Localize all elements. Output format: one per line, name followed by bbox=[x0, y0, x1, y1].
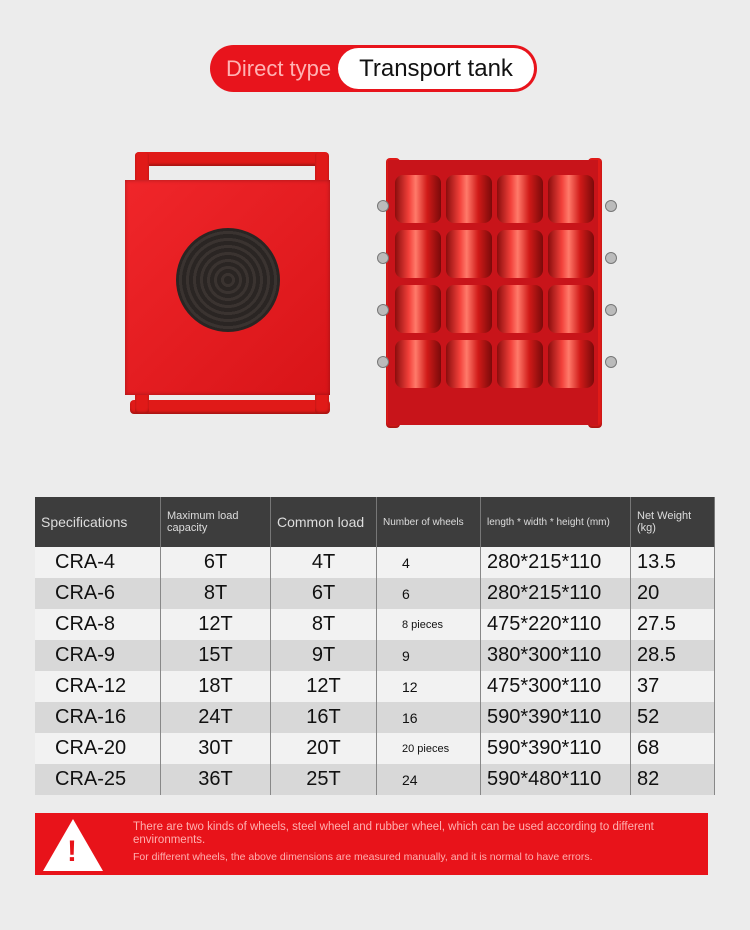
table-cell: 8 pieces bbox=[376, 609, 481, 640]
table-cell: 36T bbox=[160, 764, 271, 795]
table-cell: 590*480*110 bbox=[480, 764, 631, 795]
bolt bbox=[377, 200, 389, 212]
table-cell: 475*300*110 bbox=[480, 671, 631, 702]
roller bbox=[395, 230, 441, 278]
table-cell: 6T bbox=[160, 547, 271, 578]
col-common-load: Common load bbox=[270, 497, 377, 547]
table-cell: 590*390*110 bbox=[480, 733, 631, 764]
bolt bbox=[377, 304, 389, 316]
banner-right-label: Transport tank bbox=[338, 48, 534, 89]
table-cell: CRA-4 bbox=[35, 547, 161, 578]
table-cell: CRA-12 bbox=[35, 671, 161, 702]
table-row: CRA-8 12T 8T 8 pieces 475*220*110 27.5 bbox=[35, 609, 715, 640]
roller bbox=[395, 340, 441, 388]
roller bbox=[446, 230, 492, 278]
table-cell: CRA-20 bbox=[35, 733, 161, 764]
bolt bbox=[605, 200, 617, 212]
bolt bbox=[605, 252, 617, 264]
table-cell: CRA-6 bbox=[35, 578, 161, 609]
bolt bbox=[377, 252, 389, 264]
table-cell: 475*220*110 bbox=[480, 609, 631, 640]
table-cell: 6 bbox=[376, 578, 481, 609]
col-wheels: Number of wheels bbox=[376, 497, 481, 547]
table-cell: 12T bbox=[270, 671, 377, 702]
table-cell: 20T bbox=[270, 733, 377, 764]
table-header-row: Specifications Maximum load capacity Com… bbox=[35, 497, 715, 547]
col-weight: Net Weight (kg) bbox=[630, 497, 715, 547]
table-cell: 13.5 bbox=[630, 547, 715, 578]
roller bbox=[497, 340, 543, 388]
notice-banner: ! There are two kinds of wheels, steel w… bbox=[35, 813, 708, 875]
table-cell: 9T bbox=[270, 640, 377, 671]
table-cell: 20 bbox=[630, 578, 715, 609]
table-cell: 68 bbox=[630, 733, 715, 764]
table-cell: 16T bbox=[270, 702, 377, 733]
rubber-pad bbox=[176, 228, 280, 332]
table-row: CRA-20 30T 20T 20 pieces 590*390*110 68 bbox=[35, 733, 715, 764]
table-cell: 9 bbox=[376, 640, 481, 671]
warning-icon bbox=[43, 819, 103, 871]
table-cell: CRA-16 bbox=[35, 702, 161, 733]
table-cell: 25T bbox=[270, 764, 377, 795]
roller bbox=[497, 230, 543, 278]
table-cell: 27.5 bbox=[630, 609, 715, 640]
table-cell: 82 bbox=[630, 764, 715, 795]
roller bbox=[395, 285, 441, 333]
table-cell: 4T bbox=[270, 547, 377, 578]
bolt bbox=[605, 356, 617, 368]
table-cell: 6T bbox=[270, 578, 377, 609]
table-cell: 380*300*110 bbox=[480, 640, 631, 671]
roller bbox=[446, 175, 492, 223]
table-cell: CRA-8 bbox=[35, 609, 161, 640]
banner-left-label: Direct type bbox=[226, 56, 332, 81]
table-cell: 8T bbox=[160, 578, 271, 609]
table-row: CRA-16 24T 16T 16 590*390*110 52 bbox=[35, 702, 715, 733]
table-cell: CRA-25 bbox=[35, 764, 161, 795]
table-cell: 280*215*110 bbox=[480, 578, 631, 609]
roller bbox=[548, 340, 594, 388]
table-cell: 52 bbox=[630, 702, 715, 733]
table-cell: 15T bbox=[160, 640, 271, 671]
col-max-load: Maximum load capacity bbox=[160, 497, 271, 547]
table-row: CRA-6 8T 6T 6 280*215*110 20 bbox=[35, 578, 715, 609]
table-cell: 18T bbox=[160, 671, 271, 702]
table-cell: 12T bbox=[160, 609, 271, 640]
table-row: CRA-9 15T 9T 9 380*300*110 28.5 bbox=[35, 640, 715, 671]
table-cell: 20 pieces bbox=[376, 733, 481, 764]
table-cell: 37 bbox=[630, 671, 715, 702]
spec-table: Specifications Maximum load capacity Com… bbox=[35, 497, 715, 795]
table-cell: 24T bbox=[160, 702, 271, 733]
table-cell: 4 bbox=[376, 547, 481, 578]
table-row: CRA-4 6T 4T 4 280*215*110 13.5 bbox=[35, 547, 715, 578]
notice-line-1: There are two kinds of wheels, steel whe… bbox=[133, 821, 654, 846]
roller bbox=[548, 175, 594, 223]
bolt bbox=[605, 304, 617, 316]
col-spec: Specifications bbox=[35, 497, 161, 547]
roller bbox=[446, 285, 492, 333]
roller bbox=[446, 340, 492, 388]
table-cell: 8T bbox=[270, 609, 377, 640]
table-cell: 28.5 bbox=[630, 640, 715, 671]
col-dimensions: length * width * height (mm) bbox=[480, 497, 631, 547]
notice-line-2: For different wheels, the above dimensio… bbox=[133, 851, 593, 863]
roller bbox=[548, 285, 594, 333]
title-banner: Direct type Transport tank bbox=[210, 45, 537, 92]
table-cell: 12 bbox=[376, 671, 481, 702]
table-cell: 24 bbox=[376, 764, 481, 795]
table-cell: 30T bbox=[160, 733, 271, 764]
roller bbox=[497, 175, 543, 223]
table-cell: 16 bbox=[376, 702, 481, 733]
table-cell: 590*390*110 bbox=[480, 702, 631, 733]
table-cell: CRA-9 bbox=[35, 640, 161, 671]
roller bbox=[548, 230, 594, 278]
table-row: CRA-12 18T 12T 12 475*300*110 37 bbox=[35, 671, 715, 702]
bolt bbox=[377, 356, 389, 368]
table-row: CRA-25 36T 25T 24 590*480*110 82 bbox=[35, 764, 715, 795]
table-cell: 280*215*110 bbox=[480, 547, 631, 578]
roller bbox=[395, 175, 441, 223]
roller bbox=[497, 285, 543, 333]
